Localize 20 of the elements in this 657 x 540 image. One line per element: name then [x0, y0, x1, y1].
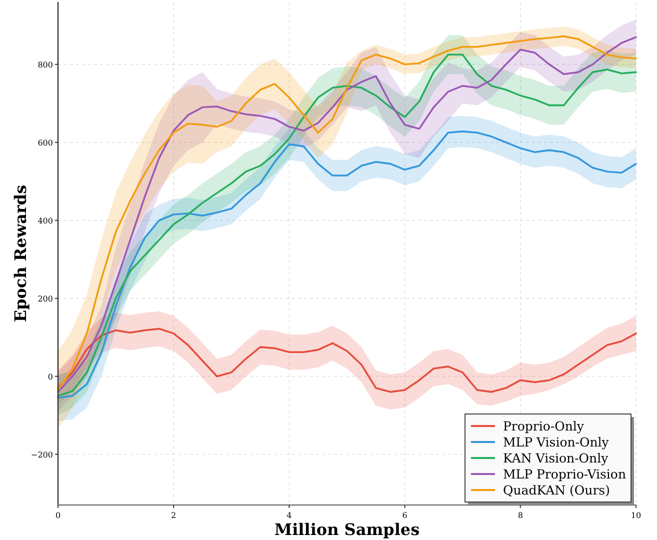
x-tick-label: 0: [55, 511, 61, 520]
x-tick-label: 6: [402, 511, 408, 520]
y-tick-label: 200: [38, 294, 53, 304]
legend-label: MLP Vision-Only: [503, 434, 610, 450]
y-tick-label: −200: [31, 450, 53, 460]
legend-label: MLP Proprio-Vision: [503, 466, 626, 482]
x-tick-label: 10: [630, 511, 642, 520]
y-tick-label: 0: [48, 372, 53, 382]
x-tick-label: 2: [171, 511, 176, 520]
legend-label: Proprio-Only: [503, 418, 585, 434]
x-tick-label: 8: [518, 511, 523, 520]
y-tick-label: 400: [38, 216, 53, 226]
x-axis-title: Million Samples: [274, 520, 420, 539]
x-tick-label: 4: [286, 511, 292, 520]
legend-label: QuadKAN (Ours): [503, 482, 610, 498]
y-axis-title: Epoch Rewards: [11, 184, 30, 322]
y-tick-label: 800: [38, 60, 53, 70]
legend-label: KAN Vision-Only: [503, 450, 610, 466]
line-series: [57, 328, 637, 393]
y-tick-label: 600: [38, 138, 53, 148]
